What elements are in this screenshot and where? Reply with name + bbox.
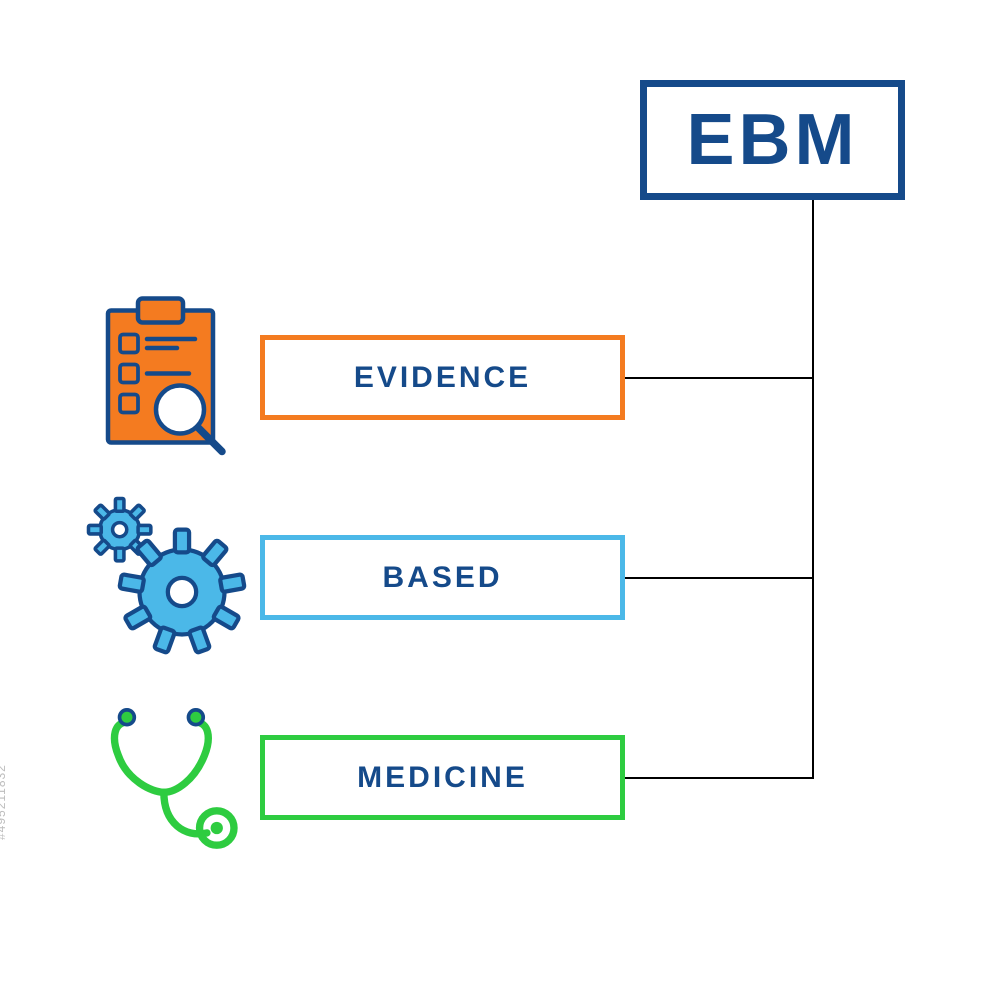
branch-1 [625,577,814,579]
medicine-box: MEDICINE [260,735,625,820]
branch-2 [625,777,814,779]
gears-icon [80,490,250,660]
title-label: EBM [687,99,859,181]
clipboard-search-icon [90,290,240,460]
based-label: BASED [382,561,502,595]
diagram-canvas: EBM EVIDENCE BASED [0,0,1000,1000]
watermark-text: #495211832 [0,764,8,840]
medicine-label: MEDICINE [357,761,528,795]
based-box: BASED [260,535,625,620]
evidence-box: EVIDENCE [260,335,625,420]
evidence-label: EVIDENCE [354,361,531,395]
connector-trunk [812,200,814,779]
stethoscope-icon [95,700,245,860]
branch-0 [625,377,814,379]
title-box: EBM [640,80,905,200]
